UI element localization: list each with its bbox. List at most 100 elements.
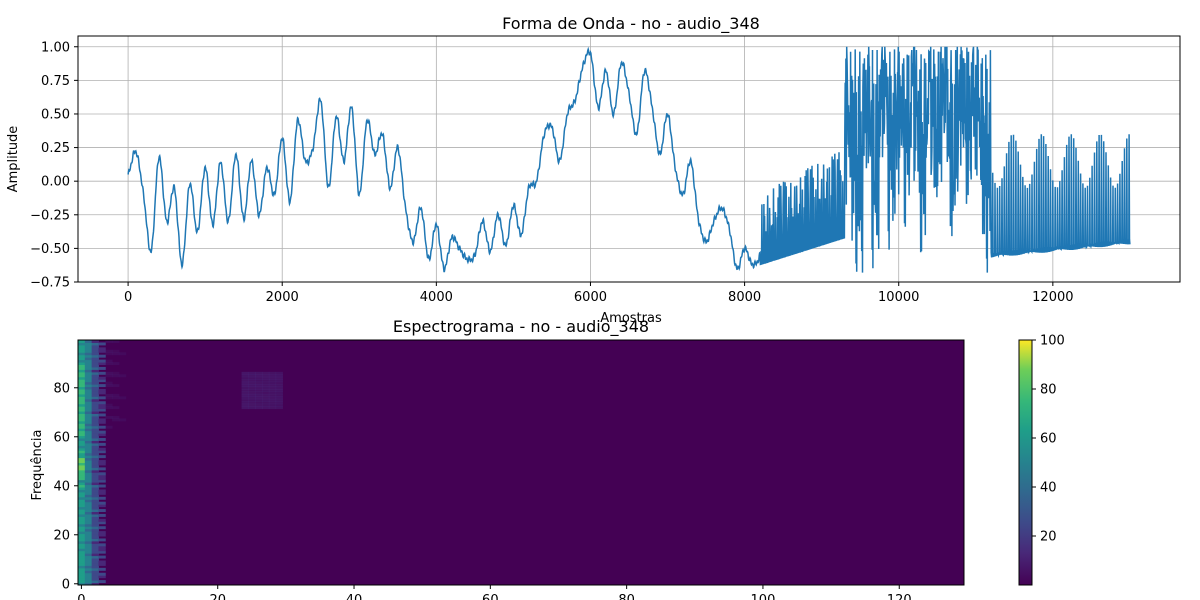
- spectrogram-cell: [268, 401, 277, 405]
- spectrogram-cell: [98, 433, 106, 437]
- waveform-title: Forma de Onda - no - audio_348: [502, 14, 760, 34]
- spectrogram-cell: [98, 342, 106, 346]
- y-tick-label: 0.75: [41, 74, 70, 89]
- x-tick-label: 60: [482, 593, 499, 600]
- spectrogram-cell: [78, 550, 86, 554]
- spectrogram-cell: [91, 477, 99, 481]
- spectrogram-cell: [248, 376, 256, 380]
- spectrogram-cell: [248, 396, 256, 400]
- spectrogram-cell: [98, 460, 106, 463]
- spectrogram-cell: [275, 398, 283, 402]
- spectrogram-cell: [241, 398, 249, 402]
- spectrogram-cell: [241, 374, 249, 378]
- spectrogram-cell: [275, 374, 283, 378]
- spectrogram-cell: [91, 460, 99, 463]
- spectrogram-cell: [98, 371, 106, 375]
- spectrogram-cell: [105, 340, 113, 343]
- spectrogram-cell: [78, 389, 86, 392]
- spectrogram-cell: [84, 364, 93, 368]
- spectrogram-cell: [84, 340, 93, 343]
- spectrogram-cell: [105, 415, 113, 419]
- spectrogram-cell: [248, 381, 256, 385]
- spectrogram-cell: [84, 575, 93, 579]
- spectrogram-cell: [275, 401, 283, 405]
- spectrogram-cell: [84, 352, 93, 356]
- spectrogram-cell: [112, 384, 120, 388]
- spectrogram-cell: [78, 464, 86, 468]
- spectrogram-cell: [112, 352, 120, 356]
- spectrogram-cell: [78, 349, 86, 353]
- x-tick-label: 6000: [574, 290, 607, 305]
- spectrogram-cell: [262, 391, 270, 395]
- spectrogram-cell: [84, 391, 93, 395]
- spectrogram-cell: [78, 489, 86, 493]
- spectrogram-cell: [78, 531, 86, 535]
- colorbar-tick-label: 20: [1040, 530, 1057, 545]
- spectrogram-cell: [112, 393, 120, 397]
- spectrogram-cell: [91, 384, 99, 388]
- spectrogram-cell: [84, 389, 93, 392]
- spectrogram-cell: [91, 511, 99, 515]
- spectrogram-cell: [78, 580, 86, 584]
- spectrogram-cell: [262, 393, 270, 397]
- spectrogram-cell: [91, 494, 99, 498]
- spectrogram-cell: [91, 366, 99, 370]
- spectrogram-cell: [84, 558, 93, 561]
- spectrogram-cell: [241, 381, 249, 385]
- spectrogram-cell: [78, 482, 86, 486]
- spectrogram-cell: [84, 545, 93, 549]
- spectrogram-cell: [84, 403, 93, 407]
- spectrogram-cell: [78, 528, 86, 532]
- spectrogram-cell: [98, 513, 106, 517]
- spectrogram-cell: [84, 518, 93, 522]
- spectrogram-cell: [78, 455, 86, 459]
- spectrogram-cell: [275, 406, 283, 410]
- spectrogram-cell: [98, 438, 106, 441]
- spectrogram-cell: [98, 550, 106, 554]
- spectrogram-cell: [255, 389, 263, 392]
- spectrogram-cell: [91, 445, 99, 449]
- spectrogram-cell: [91, 455, 99, 459]
- spectrogram-cell: [78, 509, 86, 512]
- spectrogram-cell: [98, 545, 106, 549]
- spectrogram-cell: [78, 344, 86, 348]
- spectrogram-cell: [105, 352, 113, 356]
- spectrogram-cell: [84, 413, 93, 417]
- spectrogram-cell: [84, 523, 93, 527]
- spectrogram-cell: [84, 509, 93, 512]
- spectrogram-cell: [91, 572, 99, 576]
- spectrogram-y-label: Frequência: [30, 429, 45, 500]
- spectrogram-cell: [91, 418, 99, 422]
- spectrogram-cell: [84, 506, 93, 510]
- spectrogram-cell: [84, 455, 93, 459]
- spectrogram-cell: [98, 462, 106, 466]
- x-tick-label: 8000: [728, 290, 761, 305]
- spectrogram-cell: [78, 418, 86, 422]
- spectrogram-cell: [78, 440, 86, 444]
- colorbar-tick-label: 80: [1040, 383, 1057, 398]
- spectrogram-cell: [78, 553, 86, 557]
- spectrogram-cell: [262, 376, 270, 380]
- spectrogram-cell: [98, 359, 106, 363]
- spectrogram-cell: [98, 396, 106, 400]
- spectrogram-cell: [78, 423, 86, 427]
- spectrogram-cell: [262, 401, 270, 405]
- spectrogram-cell: [84, 374, 93, 378]
- spectrogram-cell: [78, 543, 86, 547]
- spectrogram-cell: [91, 342, 99, 346]
- spectrogram-cell: [78, 526, 86, 530]
- spectrogram-cell: [78, 430, 86, 434]
- spectrogram-cell: [78, 479, 86, 483]
- spectrogram-cell: [98, 538, 106, 542]
- spectrogram-cell: [91, 359, 99, 363]
- spectrogram-cell: [78, 545, 86, 549]
- spectrogram-cell: [84, 511, 93, 515]
- spectrogram-cell: [84, 376, 93, 380]
- spectrogram-cell: [275, 384, 283, 388]
- x-tick-label: 2000: [266, 290, 299, 305]
- spectrogram-cell: [84, 482, 93, 486]
- spectrogram-cell: [91, 438, 99, 441]
- spectrogram-cell: [268, 391, 277, 395]
- spectrogram-cell: [255, 381, 263, 385]
- y-tick-label: 0: [62, 577, 70, 592]
